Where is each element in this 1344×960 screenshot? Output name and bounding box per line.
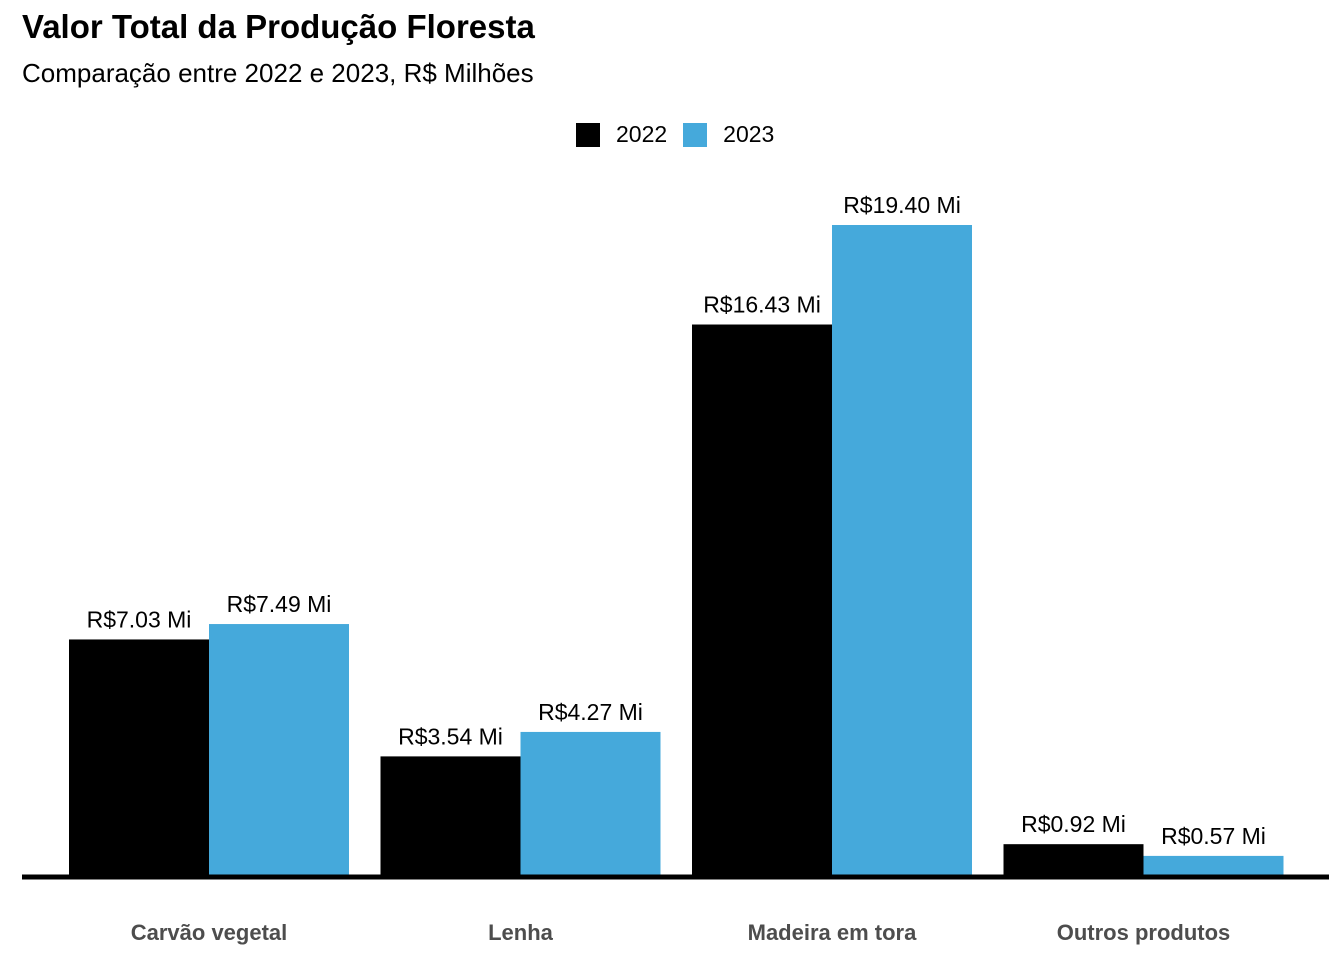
data-label-outros-produtos-2022: R$0.92 Mi: [1021, 811, 1126, 837]
bar-carvao-vegetal-2023: [209, 624, 349, 875]
legend-label-2023: 2023: [723, 121, 775, 147]
x-tick-label-outros-produtos: Outros produtos: [1057, 920, 1231, 945]
data-label-carvao-vegetal-2022: R$7.03 Mi: [87, 606, 192, 632]
x-tick-label-carvao-vegetal: Carvão vegetal: [131, 920, 288, 945]
chart-title: Valor Total da Produção Floresta: [22, 8, 535, 45]
bar-madeira-em-tora-2023: [832, 225, 972, 875]
data-label-carvao-vegetal-2023: R$7.49 Mi: [227, 591, 332, 617]
bar-outros-produtos-2022: [1003, 844, 1144, 875]
legend-swatch-2023: [683, 122, 708, 147]
legend-item-2023: 2023: [683, 121, 774, 148]
x-tick-label-madeira-em-tora: Madeira em tora: [748, 920, 917, 945]
data-label-lenha-2022: R$3.54 Mi: [398, 723, 503, 749]
bar-madeira-em-tora-2022: [692, 324, 832, 875]
bar-carvao-vegetal-2022: [69, 639, 209, 875]
chart-legend: 2022 2023: [576, 121, 790, 148]
bar-lenha-2022: [380, 756, 521, 875]
bar-lenha-2023: [520, 731, 661, 875]
data-label-madeira-em-tora-2023: R$19.40 Mi: [843, 192, 961, 218]
bar-outros-produtos-2023: [1143, 855, 1284, 875]
legend-label-2022: 2022: [616, 121, 668, 147]
data-label-outros-produtos-2023: R$0.57 Mi: [1161, 823, 1266, 849]
legend-item-2022: 2022: [576, 121, 667, 148]
x-tick-label-lenha: Lenha: [488, 920, 554, 945]
chart-subtitle: Comparação entre 2022 e 2023, R$ Milhões: [22, 58, 534, 88]
data-label-lenha-2023: R$4.27 Mi: [538, 699, 643, 725]
data-label-madeira-em-tora-2022: R$16.43 Mi: [703, 292, 821, 318]
legend-swatch-2022: [576, 122, 600, 147]
